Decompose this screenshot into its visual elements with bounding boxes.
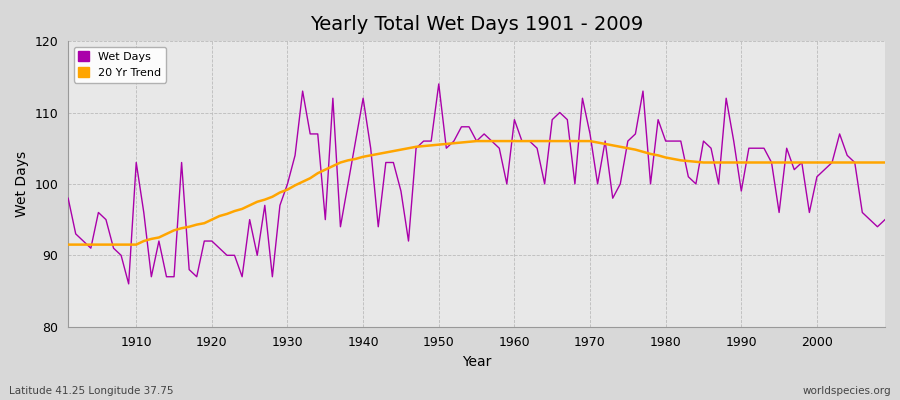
X-axis label: Year: Year <box>462 355 491 369</box>
Text: Latitude 41.25 Longitude 37.75: Latitude 41.25 Longitude 37.75 <box>9 386 174 396</box>
Text: worldspecies.org: worldspecies.org <box>803 386 891 396</box>
Title: Yearly Total Wet Days 1901 - 2009: Yearly Total Wet Days 1901 - 2009 <box>310 15 644 34</box>
Legend: Wet Days, 20 Yr Trend: Wet Days, 20 Yr Trend <box>74 47 166 83</box>
Y-axis label: Wet Days: Wet Days <box>15 151 29 217</box>
